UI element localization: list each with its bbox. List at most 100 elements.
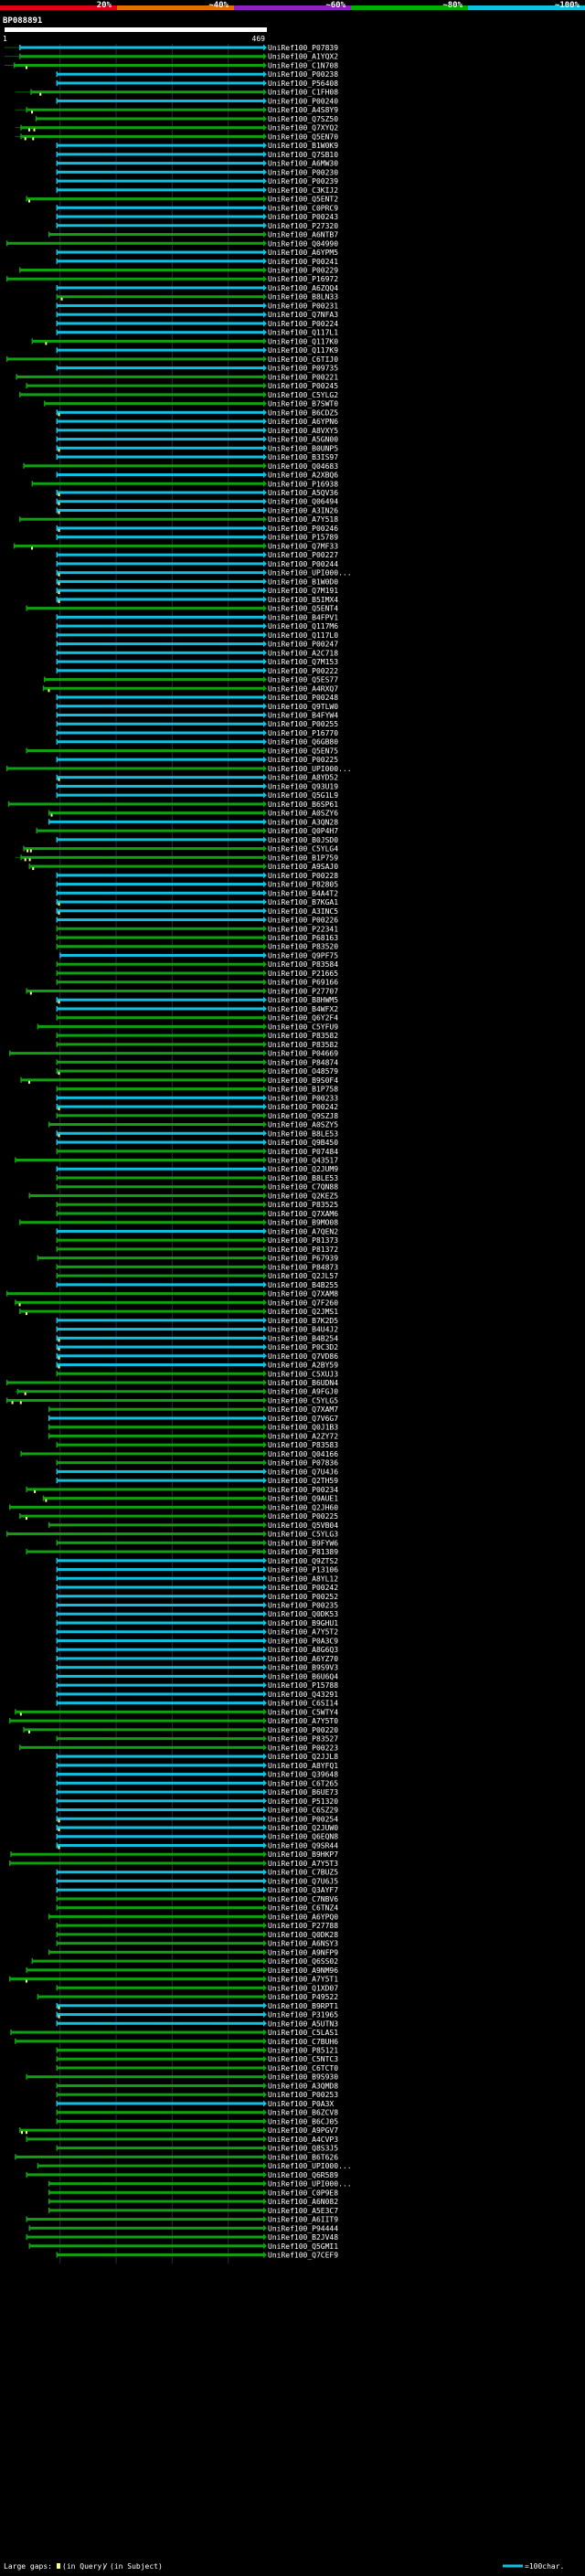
hit-label[interactable]: UniRef100_P51320 — [268, 1797, 338, 1806]
hit-label[interactable]: UniRef100_Q39648 — [268, 1771, 338, 1779]
hit-label[interactable]: UniRef100_B4U4J2 — [268, 1326, 338, 1334]
hit-row[interactable]: UniRef100_P00253 — [56, 2091, 339, 2099]
hit-label[interactable]: UniRef100_B6T626 — [268, 2153, 338, 2161]
hit-label[interactable]: UniRef100_C5YFU9 — [268, 1023, 338, 1031]
hit-row[interactable]: UniRef100_Q5ES77 — [44, 676, 338, 684]
hit-bar[interactable] — [57, 348, 265, 352]
hit-bar[interactable] — [26, 108, 265, 111]
hit-label[interactable]: UniRef100_Q7M191 — [268, 587, 338, 595]
hit-label[interactable]: UniRef100_Q5G1L9 — [268, 791, 338, 800]
hit-label[interactable]: UniRef100_A7Y5T1 — [268, 1976, 338, 1984]
hit-bar[interactable] — [9, 1719, 265, 1723]
hit-row[interactable]: UniRef100_A7Y5T2 — [56, 1628, 339, 1637]
hit-label[interactable]: UniRef100_Q1XD07 — [268, 1984, 338, 1992]
hit-bar[interactable] — [57, 2057, 265, 2061]
hit-row[interactable]: UniRef100_C5NTC3 — [56, 2055, 339, 2063]
hit-label[interactable]: UniRef100_A6MW30 — [268, 160, 338, 168]
hit-bar[interactable] — [57, 1007, 265, 1011]
hit-bar[interactable] — [48, 1416, 265, 1420]
hit-label[interactable]: UniRef100_Q6Y2F4 — [268, 1014, 338, 1023]
hit-bar[interactable] — [57, 722, 265, 726]
hit-bar[interactable] — [26, 607, 265, 610]
hit-row[interactable]: UniRef100_P13106 — [56, 1566, 339, 1574]
hit-bar[interactable] — [15, 2040, 265, 2043]
hit-row[interactable]: UniRef100_Q2JH60 — [9, 1503, 338, 1511]
hit-row[interactable]: UniRef100_P00255 — [56, 720, 339, 728]
hit-row[interactable]: UniRef100_Q6Y2F4 — [56, 1014, 339, 1023]
hit-label[interactable]: UniRef100_P00231 — [268, 302, 338, 310]
hit-label[interactable]: UniRef100_P07839 — [268, 44, 338, 52]
hit-label[interactable]: UniRef100_Q0J1B3 — [268, 1424, 338, 1432]
hit-label[interactable]: UniRef100_C6SZ29 — [268, 1807, 338, 1815]
hit-label[interactable]: UniRef100_A8YD52 — [268, 774, 338, 782]
hit-label[interactable]: UniRef100_A0SZY6 — [268, 810, 338, 818]
hit-row[interactable]: UniRef100_C6TIJ0 — [5, 355, 338, 364]
hit-bar[interactable] — [19, 46, 265, 49]
hit-label[interactable]: UniRef100_A4S8Y9 — [268, 106, 338, 114]
hit-label[interactable]: UniRef100_A6IIT9 — [268, 2216, 338, 2224]
hit-row[interactable]: UniRef100_A6NSY3 — [56, 1940, 339, 1948]
hit-label[interactable]: UniRef100_Q6EQN8 — [268, 1833, 338, 1841]
hit-label[interactable]: UniRef100_B1W0D0 — [268, 578, 338, 586]
hit-row[interactable]: UniRef100_A8YL12 — [56, 1574, 339, 1583]
hit-label[interactable]: UniRef100_P83582 — [268, 1032, 338, 1040]
hit-row[interactable]: UniRef100_Q117K9 — [56, 346, 339, 355]
hit-bar[interactable] — [57, 250, 265, 254]
hit-label[interactable]: UniRef100_B7KGA1 — [268, 898, 338, 906]
hit-row[interactable]: UniRef100_P0A3C9 — [56, 1637, 339, 1645]
hit-row[interactable]: UniRef100_Q7XAM6 — [56, 1210, 339, 1218]
hit-bar[interactable] — [6, 241, 264, 245]
hit-label[interactable]: UniRef100_P94444 — [268, 2224, 338, 2232]
hit-bar[interactable] — [57, 633, 265, 637]
hit-row[interactable]: UniRef100_Q39648 — [56, 1771, 339, 1779]
hit-label[interactable]: UniRef100_C6SI14 — [268, 1700, 338, 1708]
hit-label[interactable]: UniRef100_B6CJ05 — [268, 2117, 338, 2125]
hit-row[interactable]: UniRef100_A6YPM5 — [56, 249, 339, 257]
hit-bar[interactable] — [19, 1745, 265, 1749]
hit-label[interactable]: UniRef100_P83583 — [268, 1441, 338, 1449]
hit-label[interactable]: UniRef100_A9SAJ0 — [268, 863, 338, 871]
hit-label[interactable]: UniRef100_Q9AUE1 — [268, 1495, 338, 1503]
hit-bar[interactable] — [57, 909, 265, 913]
hit-bar[interactable] — [9, 1052, 265, 1055]
hit-row[interactable]: UniRef100_B1P759 — [15, 853, 339, 862]
hit-label[interactable]: UniRef100_Q9TLW0 — [268, 703, 338, 711]
hit-bar[interactable] — [32, 1959, 264, 1963]
hit-row[interactable]: UniRef100_UPI000... — [5, 765, 352, 773]
hit-bar[interactable] — [26, 2218, 265, 2221]
hit-row[interactable]: UniRef100_P07484 — [56, 1148, 339, 1156]
hit-row[interactable]: UniRef100_C5YLG3 — [5, 1531, 338, 1539]
hit-label[interactable]: UniRef100_C7QN88 — [268, 1183, 338, 1192]
hit-bar[interactable] — [57, 1638, 265, 1642]
hit-label[interactable]: UniRef100_A7Y5T0 — [268, 1717, 338, 1725]
hit-bar[interactable] — [57, 1363, 265, 1367]
hit-bar[interactable] — [57, 998, 265, 1002]
hit-label[interactable]: UniRef100_Q5EN75 — [268, 747, 338, 755]
hit-bar[interactable] — [57, 1754, 265, 1758]
hit-bar[interactable] — [57, 1621, 265, 1625]
hit-bar[interactable] — [57, 260, 265, 263]
hit-row[interactable]: UniRef100_P00239 — [56, 177, 339, 186]
hit-row[interactable]: UniRef100_P00238 — [56, 70, 339, 79]
hit-bar[interactable] — [9, 1977, 265, 1981]
hit-label[interactable]: UniRef100_A8VXY5 — [268, 427, 338, 435]
hit-row[interactable]: UniRef100_Q7CEF9 — [56, 2252, 339, 2260]
hit-row[interactable]: UniRef100_P00230 — [56, 168, 339, 176]
hit-row[interactable]: UniRef100_C5XUJ3 — [56, 1370, 339, 1378]
hit-label[interactable]: UniRef100_P00242 — [268, 1103, 338, 1111]
hit-label[interactable]: UniRef100_Q2KEZ5 — [268, 1192, 338, 1200]
hit-label[interactable]: UniRef100_Q117K0 — [268, 337, 338, 345]
hit-row[interactable]: UniRef100_A6ZQQ4 — [56, 284, 339, 292]
hit-bar[interactable] — [57, 1604, 265, 1606]
hit-label[interactable]: UniRef100_Q9PF75 — [268, 951, 338, 959]
hit-bar[interactable] — [57, 455, 265, 459]
hit-label[interactable]: UniRef100_P83520 — [268, 943, 338, 951]
hit-label[interactable]: UniRef100_Q93U19 — [268, 782, 338, 790]
hit-bar[interactable] — [57, 1372, 265, 1375]
hit-row[interactable]: UniRef100_A8VXY5 — [56, 427, 339, 435]
hit-label[interactable]: UniRef100_P85121 — [268, 2047, 338, 2055]
hit-row[interactable]: UniRef100_C6SZ29 — [56, 1807, 339, 1815]
hit-row[interactable]: UniRef100_A4RXQ7 — [42, 684, 338, 693]
hit-label[interactable]: UniRef100_C3KIJ2 — [268, 186, 338, 195]
hit-label[interactable]: UniRef100_B1W0K9 — [268, 142, 338, 150]
